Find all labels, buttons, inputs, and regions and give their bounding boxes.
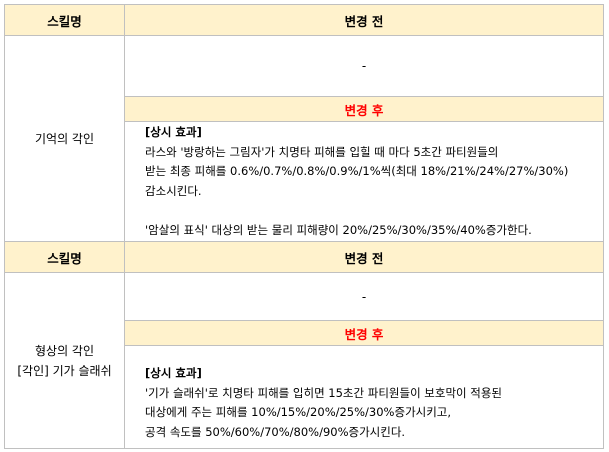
after-line: '기가 슬래쉬'로 치명타 피해를 입히면 15초간 파티원들이 보호막이 적용… xyxy=(145,385,503,400)
after-line: '암살의 표식' 대상의 받는 물리 피해량이 20%/25%/30%/35%/… xyxy=(145,222,532,237)
after-line: 공격 속도를 50%/60%/70%/80%/90%증가시킨다. xyxy=(145,424,406,439)
before-value: - xyxy=(124,35,604,97)
header-before: 변경 전 xyxy=(124,241,604,273)
header-skill-name: 스킬명 xyxy=(4,4,125,36)
after-line xyxy=(145,201,603,221)
after-label: 변경 후 xyxy=(124,320,604,346)
after-title: [상시 효과] xyxy=(145,366,202,380)
skill-name-sub: [각인] 기가 슬래쉬 xyxy=(17,363,112,378)
after-line: 받는 최종 피해를 0.6%/0.7%/0.8%/0.9%/1%씩(최대 18%… xyxy=(145,164,569,178)
skill-name-cell: 형상의 각인 [각인] 기가 슬래쉬 xyxy=(4,272,125,449)
after-title: [상시 효과] xyxy=(145,125,202,139)
skill-name: 기억의 각인 xyxy=(34,131,94,146)
header-before: 변경 전 xyxy=(124,4,604,36)
after-line: 라스와 '방랑하는 그림자'가 치명타 피해를 입힐 때 마다 5초간 파티원들… xyxy=(145,144,499,159)
skill-name: 형상의 각인 xyxy=(34,343,94,358)
after-content: [상시 효과] '기가 슬래쉬'로 치명타 피해를 입히면 15초간 파티원들이… xyxy=(124,345,604,449)
after-line: 대상에게 주는 피해를 10%/15%/20%/25%/30%증가시키고, xyxy=(145,405,452,419)
skill-name-cell: 기억의 각인 xyxy=(4,35,125,242)
after-content: [상시 효과] 라스와 '방랑하는 그림자'가 치명타 피해를 입힐 때 마다 … xyxy=(124,121,604,242)
after-line: 감소시킨다. xyxy=(145,183,202,198)
header-skill-name: 스킬명 xyxy=(4,241,125,273)
before-value: - xyxy=(124,272,604,321)
after-label: 변경 후 xyxy=(124,96,604,122)
